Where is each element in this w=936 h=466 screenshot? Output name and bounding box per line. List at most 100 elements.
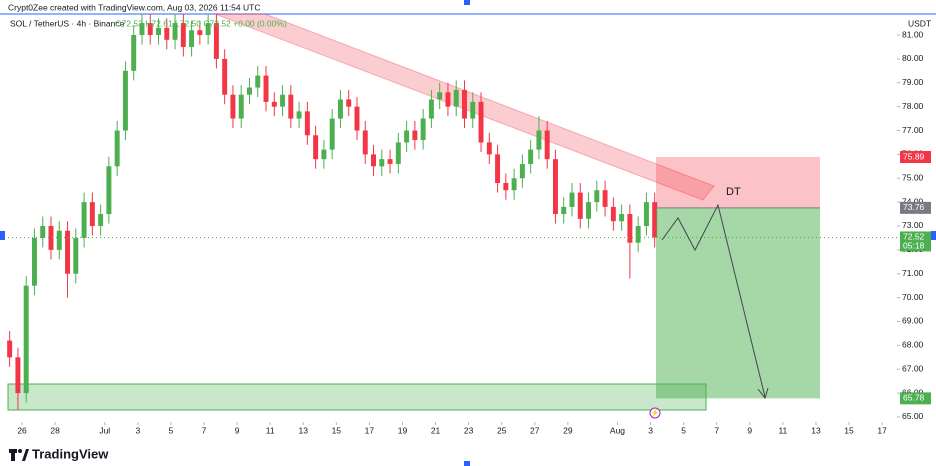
candle-body: [7, 340, 13, 358]
candle-body: [610, 206, 616, 222]
candle-body: [122, 70, 128, 131]
candle-body: [81, 202, 87, 238]
candle-body: [98, 214, 104, 226]
event-icon: [649, 407, 661, 419]
candle-body: [445, 92, 451, 107]
y-tick-label: 70.00: [902, 292, 924, 302]
candle-body: [602, 190, 608, 207]
candle-body: [544, 130, 550, 160]
event-icon-glyph: ⚡: [651, 408, 660, 417]
y-tick-label: 80.00: [902, 53, 924, 63]
price-tag-label: 72.52: [903, 232, 925, 242]
x-tick-label: 28: [50, 425, 60, 435]
x-tick-label: 11: [778, 425, 787, 435]
x-tick-label: 17: [877, 425, 887, 435]
x-tick-label: 7: [202, 425, 207, 435]
candle-body: [238, 94, 244, 119]
y-tick-label: 66.00: [902, 387, 924, 397]
candle-body: [172, 23, 178, 40]
candle-body: [288, 94, 294, 119]
price-tag-label: 73.76: [903, 202, 925, 212]
x-tick-label: 13: [298, 425, 308, 435]
candle-body: [222, 58, 228, 95]
candle-body: [313, 135, 319, 160]
candle-body: [470, 101, 476, 119]
plot-area: [7, 13, 900, 425]
candle-body: [495, 154, 501, 184]
price-tag: [900, 392, 931, 405]
candle-body: [428, 99, 434, 119]
candle-body: [437, 92, 443, 100]
candle-body: [164, 27, 170, 40]
handle: [464, 461, 470, 466]
candle-body: [131, 35, 137, 71]
ohlc-legend: O72.53 H72.61 L72.50 C72.52 +0.00 (0.00%…: [115, 18, 287, 28]
y-tick-label: 73.00: [902, 220, 924, 230]
candle-body: [329, 118, 335, 150]
candle-body: [213, 23, 219, 59]
x-tick-label: 9: [235, 425, 240, 435]
x-tick-label: 11: [266, 425, 275, 435]
y-tick-label: 81.00: [902, 29, 924, 39]
candle-body: [23, 285, 29, 394]
price-tag: [900, 201, 931, 214]
candle-body: [346, 99, 352, 107]
logo-text: TradingView: [32, 446, 109, 461]
y-tick-label: 74.00: [902, 196, 924, 206]
logo-mark: [18, 449, 22, 453]
candle-body: [156, 27, 161, 36]
candle-body: [652, 202, 658, 238]
candle-body: [552, 159, 558, 215]
projection-arrowhead: [757, 387, 769, 400]
candle-body: [586, 202, 592, 219]
candle-body: [395, 142, 401, 164]
x-tick-label: 5: [681, 425, 686, 435]
stop-zone: [656, 157, 820, 208]
logo-mark: [22, 449, 29, 461]
candle-body: [280, 94, 286, 107]
x-tick-label: 17: [365, 425, 375, 435]
candle-body: [643, 202, 649, 226]
candle-body: [412, 130, 418, 141]
x-tick-label: 29: [563, 425, 573, 435]
handle: [0, 231, 5, 240]
x-tick-label: 26: [17, 425, 27, 435]
y-tick-label: 75.00: [902, 173, 924, 183]
candle-body: [569, 192, 575, 207]
candle-body: [106, 166, 112, 215]
price-tag: [900, 231, 931, 252]
x-tick-label: 25: [497, 425, 507, 435]
y-tick-label: 79.00: [902, 77, 924, 87]
x-tick-label: 13: [811, 425, 821, 435]
candle-body: [189, 30, 195, 47]
candle-body: [65, 230, 71, 274]
x-tick-label: 5: [169, 425, 174, 435]
candle-body: [56, 230, 62, 250]
candle-body: [354, 106, 360, 131]
candle-body: [337, 99, 343, 119]
candle-body: [528, 149, 534, 164]
candle-body: [503, 183, 509, 191]
candle-body: [387, 159, 393, 164]
y-tick-label: 69.00: [902, 316, 924, 326]
candle-body: [147, 23, 153, 36]
pattern-label: DT: [726, 186, 741, 198]
candle-body: [89, 202, 95, 226]
y-tick-label: 77.00: [902, 125, 924, 135]
x-tick-label: 3: [135, 425, 140, 435]
candle-body: [230, 94, 236, 119]
y-tick-label: 68.00: [902, 340, 924, 350]
handle: [464, 0, 470, 5]
candle-body: [478, 101, 484, 143]
candle-body: [561, 206, 567, 215]
x-tick-label: 23: [464, 425, 474, 435]
candle-body: [15, 357, 21, 394]
target-zone: [656, 207, 820, 399]
candle-body: [404, 130, 410, 143]
x-tick-label: 3: [648, 425, 653, 435]
candle-body: [271, 101, 277, 107]
price-tag-label: 75.89: [903, 151, 925, 161]
x-tick-label: 7: [714, 425, 719, 435]
candle-body: [594, 190, 600, 203]
candle-body: [139, 23, 145, 36]
